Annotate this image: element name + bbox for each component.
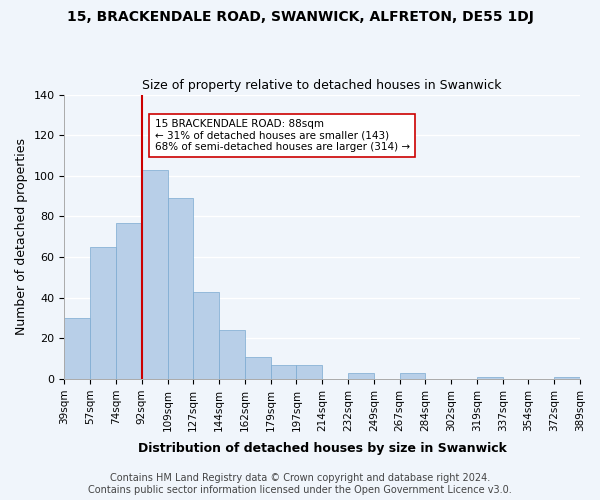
Bar (193, 292, 219, 379)
Bar (348, 373, 374, 379)
Text: 15 BRACKENDALE ROAD: 88sqm
← 31% of detached houses are smaller (143)
68% of sem: 15 BRACKENDALE ROAD: 88sqm ← 31% of deta… (155, 119, 410, 152)
Bar (554, 377, 580, 379)
Bar (167, 198, 193, 379)
Bar (245, 356, 271, 379)
Bar (271, 365, 296, 379)
Y-axis label: Number of detached properties: Number of detached properties (15, 138, 28, 336)
Bar (477, 377, 503, 379)
Bar (142, 170, 167, 379)
X-axis label: Distribution of detached houses by size in Swanwick: Distribution of detached houses by size … (138, 442, 506, 455)
Bar (64, 318, 90, 379)
Text: Contains HM Land Registry data © Crown copyright and database right 2024.
Contai: Contains HM Land Registry data © Crown c… (88, 474, 512, 495)
Title: Size of property relative to detached houses in Swanwick: Size of property relative to detached ho… (142, 79, 502, 92)
Text: 15, BRACKENDALE ROAD, SWANWICK, ALFRETON, DE55 1DJ: 15, BRACKENDALE ROAD, SWANWICK, ALFRETON… (67, 10, 533, 24)
Bar (116, 222, 142, 379)
Bar (400, 373, 425, 379)
Bar (90, 247, 116, 379)
Bar (219, 330, 245, 379)
Bar (296, 365, 322, 379)
